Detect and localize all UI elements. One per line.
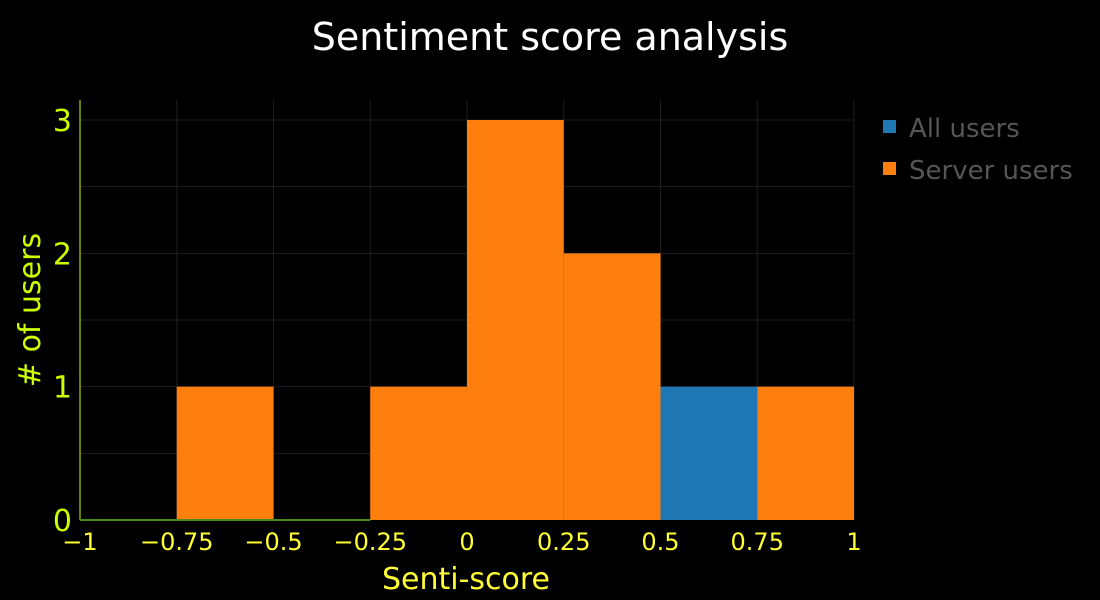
x-tick-label: 0 bbox=[459, 528, 474, 556]
x-axis-label: Senti-score bbox=[382, 562, 550, 597]
x-tick-label: 0.25 bbox=[537, 528, 590, 556]
legend-item[interactable]: Server users bbox=[883, 156, 1073, 186]
bars-layer bbox=[176, 120, 854, 521]
y-tick-label: 2 bbox=[53, 237, 72, 272]
x-tick-label: −0.5 bbox=[244, 528, 302, 556]
x-tick-labels: −1 −0.75 −0.5 −0.25 0 0.25 0.5 0.75 1 bbox=[62, 528, 861, 556]
y-tick-label: 3 bbox=[53, 104, 72, 139]
legend-swatch bbox=[883, 162, 896, 175]
histogram-bar[interactable] bbox=[757, 386, 854, 520]
legend-label: Server users bbox=[909, 156, 1073, 186]
legend[interactable]: All users Server users bbox=[883, 114, 1073, 186]
x-tick-label: −0.75 bbox=[140, 528, 214, 556]
axes-layer bbox=[79, 100, 371, 521]
x-tick-label: 1 bbox=[846, 528, 861, 556]
y-tick-labels: 0 1 2 3 bbox=[53, 104, 72, 539]
y-axis-label: # of users bbox=[13, 233, 48, 387]
x-tick-label: 0.75 bbox=[731, 528, 784, 556]
x-tick-label: −0.25 bbox=[333, 528, 407, 556]
y-tick-label: 0 bbox=[53, 504, 72, 539]
histogram-bar[interactable] bbox=[467, 120, 564, 520]
legend-label: All users bbox=[909, 114, 1020, 144]
x-tick-label: 0.5 bbox=[641, 528, 679, 556]
legend-item[interactable]: All users bbox=[883, 114, 1020, 144]
chart-title: Sentiment score analysis bbox=[312, 15, 789, 59]
histogram-bar[interactable] bbox=[370, 386, 467, 520]
x-tick-label: −1 bbox=[62, 528, 97, 556]
histogram-bar[interactable] bbox=[660, 386, 758, 520]
histogram-bar[interactable] bbox=[563, 253, 661, 521]
histogram-bar[interactable] bbox=[176, 386, 274, 520]
legend-swatch bbox=[883, 120, 896, 133]
y-tick-label: 1 bbox=[53, 371, 72, 406]
